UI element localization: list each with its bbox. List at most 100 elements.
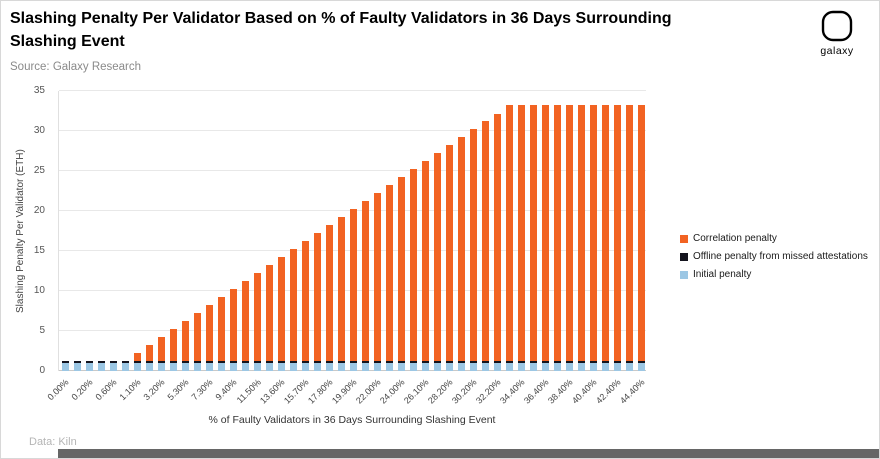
bar-segment [181,361,189,363]
bar-segment [469,129,477,362]
legend: Correlation penalty Offline penalty from … [680,233,868,287]
bar-segment [457,363,465,371]
bar-segment [205,361,213,363]
bar-segment [601,363,609,371]
bar-segment [217,361,225,363]
bar-segment [553,105,561,362]
x-tick-label: 44.40% [618,377,648,406]
bar-segment [277,256,285,362]
x-tick-label: 36.40% [522,377,552,406]
bar-segment [637,363,645,371]
bar-segment [337,363,345,371]
bar-segment [133,363,141,371]
bar-segment [493,361,501,363]
legend-label: Initial penalty [693,269,752,280]
bar-segment [253,273,261,362]
y-tick-label: 10 [33,285,45,296]
bar-segment [409,168,417,362]
bar-segment [493,363,501,371]
bar-segment [613,105,621,362]
bar-segment [529,363,537,371]
x-tick-label: 24.00% [378,377,408,406]
bar-segment [577,361,585,363]
bar-segment [85,361,93,363]
x-tick-label: 26.10% [402,377,432,406]
bar-segment [637,105,645,362]
x-tick-label: 17.80% [306,377,336,406]
bar-segment [265,361,273,363]
bar-segment [157,361,165,363]
bar-segment [385,361,393,363]
bar-segment [625,105,633,362]
bar-segment [481,121,489,362]
bar-segment [133,352,141,362]
bar-segment [529,105,537,362]
bar-segment [229,363,237,371]
x-tick-label: 11.50% [234,377,264,406]
bar-segment [433,363,441,371]
bar-segment [361,200,369,362]
bar-segment [325,363,333,371]
bar-segment [301,363,309,371]
bar-segment [241,280,249,362]
bar-segment [205,305,213,362]
y-tick-label: 20 [33,205,45,216]
bar-segment [565,361,573,363]
bar-segment [601,105,609,362]
x-tick-label: 40.40% [570,377,600,406]
x-tick-label: 30.20% [450,377,480,406]
x-axis-title: % of Faulty Validators in 36 Days Surrou… [208,414,496,426]
bar-segment [97,363,105,371]
x-tick-label: 19.90% [330,377,360,406]
bar-segment [421,160,429,362]
x-tick-label: 0.00% [45,377,72,403]
bar-segment [193,361,201,363]
x-tick-label: 38.40% [546,377,576,406]
bar-segment [469,361,477,363]
bar-segment [337,216,345,362]
bar-segment [397,177,405,362]
x-tick-label: 22.00% [354,377,384,406]
bar-segment [253,363,261,371]
x-tick-label: 28.20% [426,377,456,406]
page-title: Slashing Penalty Per Validator Based on … [10,7,672,53]
x-tick-label: 42.40% [594,377,624,406]
bar-segment [301,240,309,362]
bar-segment [565,363,573,371]
bar-segment [505,105,513,362]
bar-segment [97,361,105,363]
bar-segment [253,361,261,363]
bar-segment [433,152,441,362]
bar-segment [181,363,189,371]
bar-segment [349,363,357,371]
bar-segment [457,137,465,362]
bar-segment [409,361,417,363]
legend-swatch [680,234,688,243]
bar-segment [145,363,153,371]
bar-segment [349,361,357,363]
bar-segment [157,363,165,371]
bar-segment [529,361,537,363]
y-axis-ticks: 0 5 10 15 20 25 30 35 [1,85,53,376]
bar-segment [301,361,309,363]
bar-segment [373,361,381,363]
bar-segment [577,105,585,362]
bar-segment [577,363,585,371]
bar-segment [193,313,201,362]
bar-segment [265,363,273,371]
galaxy-logo-wordmark: galaxy [820,45,854,57]
bar-segment [553,363,561,371]
x-tick-label: 15.70% [282,377,312,406]
bar-segment [121,363,129,371]
bottom-bar [58,449,879,458]
x-axis-ticks: 0.00% 0.20% 0.60% 1.10% 3.20% 5.30% 7.30% 9.40%… [46,372,648,418]
bar-segment [313,232,321,362]
bar-segment [505,361,513,363]
bar-segment [121,361,129,363]
bar-segment [601,361,609,363]
bar-segment [169,329,177,362]
bar-segment [541,105,549,362]
bar-segment [421,363,429,371]
bar-segment [73,363,81,371]
x-tick-label: 1.10% [117,377,144,403]
